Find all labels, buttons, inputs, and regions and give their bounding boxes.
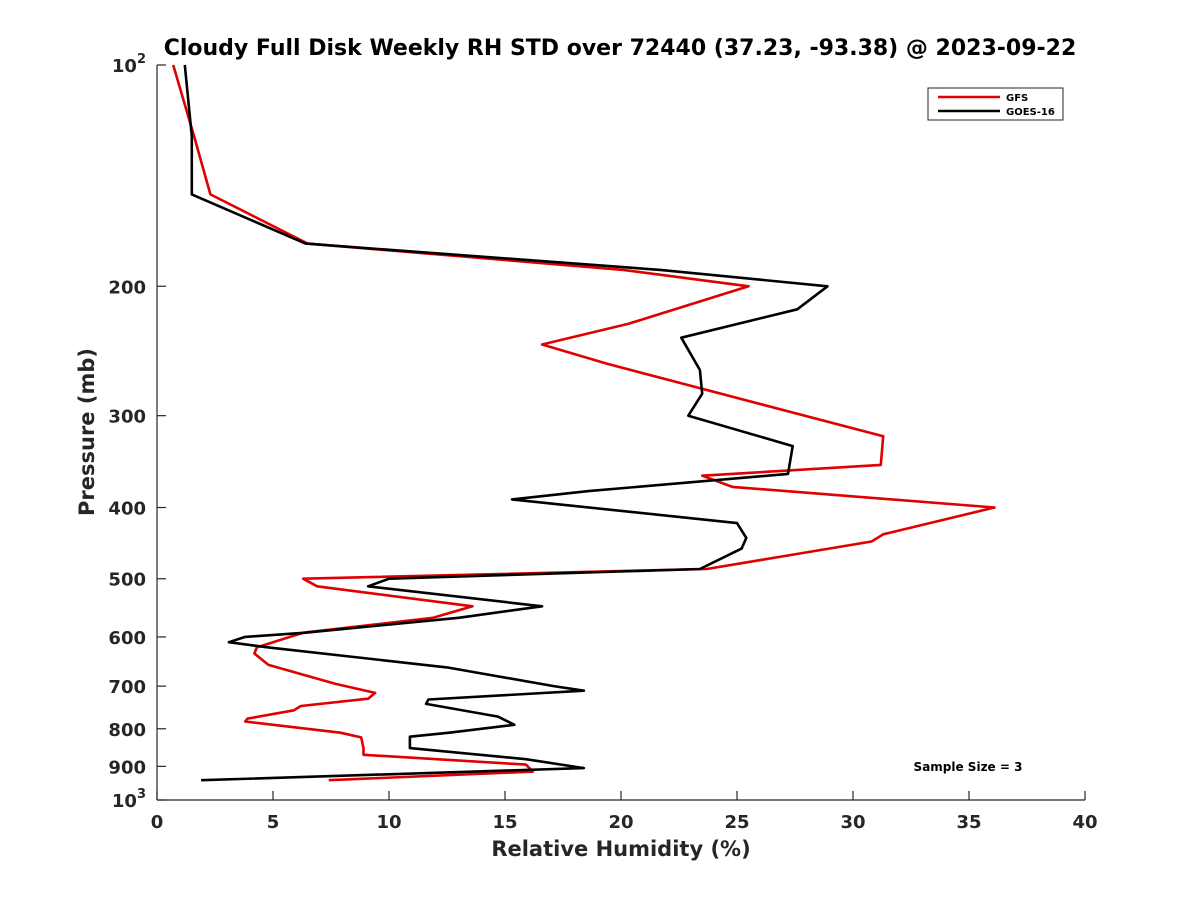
x-tick-label: 0: [151, 812, 164, 833]
y-tick-exponent: 3: [137, 787, 146, 802]
x-ticks: 0 5 10 15 20 25 30 35 40: [151, 791, 1098, 833]
chart-title: Cloudy Full Disk Weekly RH STD over 7244…: [164, 36, 1077, 61]
y-tick-label: 103: [112, 787, 146, 812]
y-tick-label: 400: [108, 499, 146, 520]
y-tick-label: 800: [108, 720, 146, 741]
y-tick-label: 600: [108, 628, 146, 649]
y-tick-base: 10: [112, 791, 137, 812]
series-lines: [171, 64, 996, 782]
y-tick-base: 10: [112, 56, 137, 77]
plot-area: 0 5 10 15 20 25 30 35 40 10220030040050060070080…: [108, 52, 1097, 833]
y-tick-exponent: 2: [137, 52, 146, 67]
x-tick-label: 15: [492, 812, 517, 833]
legend-label: GOES-16: [1006, 107, 1055, 118]
y-tick-label: 102: [112, 52, 146, 77]
series-line-goes-16: [183, 64, 829, 782]
x-tick-label: 10: [376, 812, 401, 833]
y-tick-label: 300: [108, 407, 146, 428]
x-tick-label: 25: [724, 812, 749, 833]
y-tick-label: 500: [108, 570, 146, 591]
x-tick-label: 40: [1072, 812, 1097, 833]
series-line-gfs: [171, 64, 996, 782]
legend-label: GFS: [1006, 93, 1028, 104]
legend-box: [927, 87, 1064, 121]
x-axis-label: Relative Humidity (%): [491, 837, 750, 861]
x-tick-label: 35: [956, 812, 981, 833]
y-axis-label: Pressure (mb): [75, 348, 99, 516]
sample-size-note: Sample Size = 3: [914, 760, 1023, 774]
y-tick-label: 900: [108, 757, 146, 778]
x-tick-label: 20: [608, 812, 633, 833]
y-tick-label: 700: [108, 677, 146, 698]
x-tick-label: 5: [267, 812, 280, 833]
legend: GFS GOES-16: [927, 87, 1064, 121]
x-tick-label: 30: [840, 812, 865, 833]
y-tick-label: 200: [108, 277, 146, 298]
